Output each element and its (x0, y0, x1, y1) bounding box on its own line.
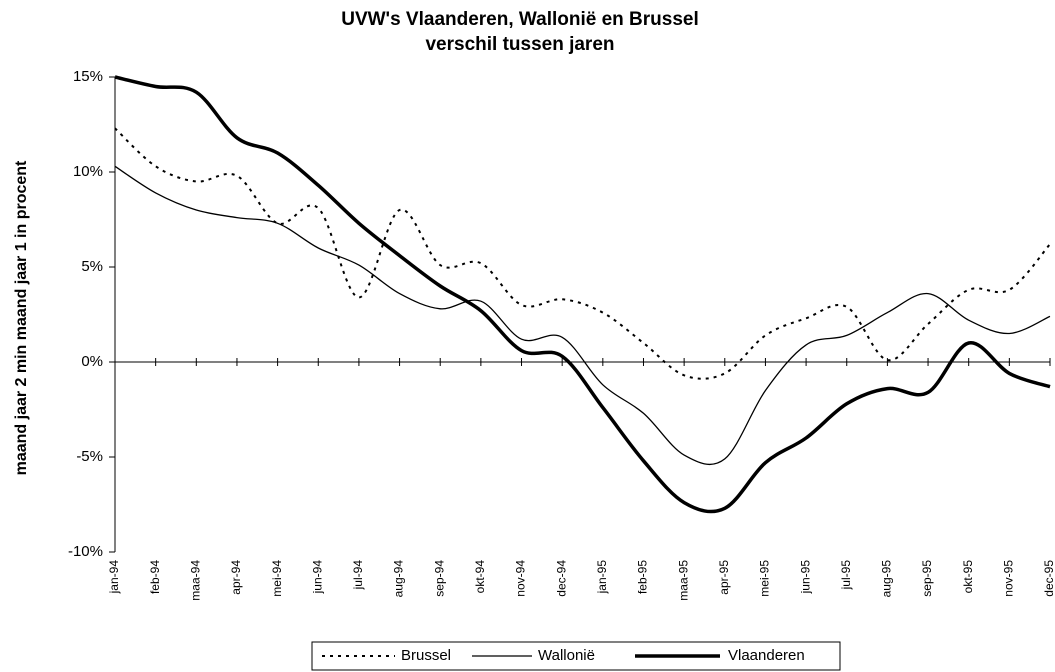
x-tick-label: feb-95 (636, 560, 650, 594)
x-tick-label: apr-95 (717, 560, 731, 595)
y-tick-label: -5% (76, 448, 103, 465)
y-tick-label: 5% (81, 258, 103, 275)
y-tick-label: 15% (73, 68, 103, 85)
x-tick-label: jul-95 (839, 560, 853, 591)
x-tick-label: okt-94 (473, 560, 487, 594)
x-tick-label: mei-95 (758, 560, 772, 597)
legend-label: Vlaanderen (728, 647, 805, 664)
y-tick-label: 0% (81, 353, 103, 370)
x-tick-label: sep-94 (432, 560, 446, 597)
x-tick-label: jul-94 (351, 560, 365, 591)
x-tick-label: maa-94 (188, 560, 202, 601)
x-tick-label: jan-94 (107, 560, 121, 595)
chart-title: UVW's Vlaanderen, Wallonië en Brussel (341, 9, 699, 30)
x-tick-label: mei-94 (270, 560, 284, 597)
series-line (114, 127, 1051, 380)
x-tick-label: maa-95 (676, 560, 690, 601)
x-tick-label: nov-94 (514, 560, 528, 597)
x-tick-label: apr-94 (229, 560, 243, 595)
x-tick-label: feb-94 (148, 560, 162, 594)
x-tick-label: nov-95 (1002, 560, 1016, 597)
x-tick-label: jun-95 (798, 560, 812, 595)
legend-box (311, 641, 841, 671)
x-tick-label: dec-94 (554, 560, 568, 597)
x-tick-label: okt-95 (961, 560, 975, 594)
y-axis-label: maand jaar 2 min maand jaar 1 in procent (13, 160, 30, 475)
legend-label: Wallonië (538, 647, 595, 664)
chart-subtitle: verschil tussen jaren (425, 34, 614, 55)
x-tick-label: jun-94 (310, 560, 324, 595)
x-tick-label: dec-95 (1042, 560, 1055, 597)
y-tick-label: 10% (73, 163, 103, 180)
legend-label: Brussel (401, 647, 451, 664)
x-tick-label: aug-95 (880, 560, 894, 598)
x-tick-label: aug-94 (392, 560, 406, 598)
x-tick-label: sep-95 (920, 560, 934, 597)
series-line (114, 165, 1051, 466)
y-tick-label: -10% (68, 543, 103, 560)
series-line (114, 75, 1051, 514)
x-tick-label: jan-95 (595, 560, 609, 595)
